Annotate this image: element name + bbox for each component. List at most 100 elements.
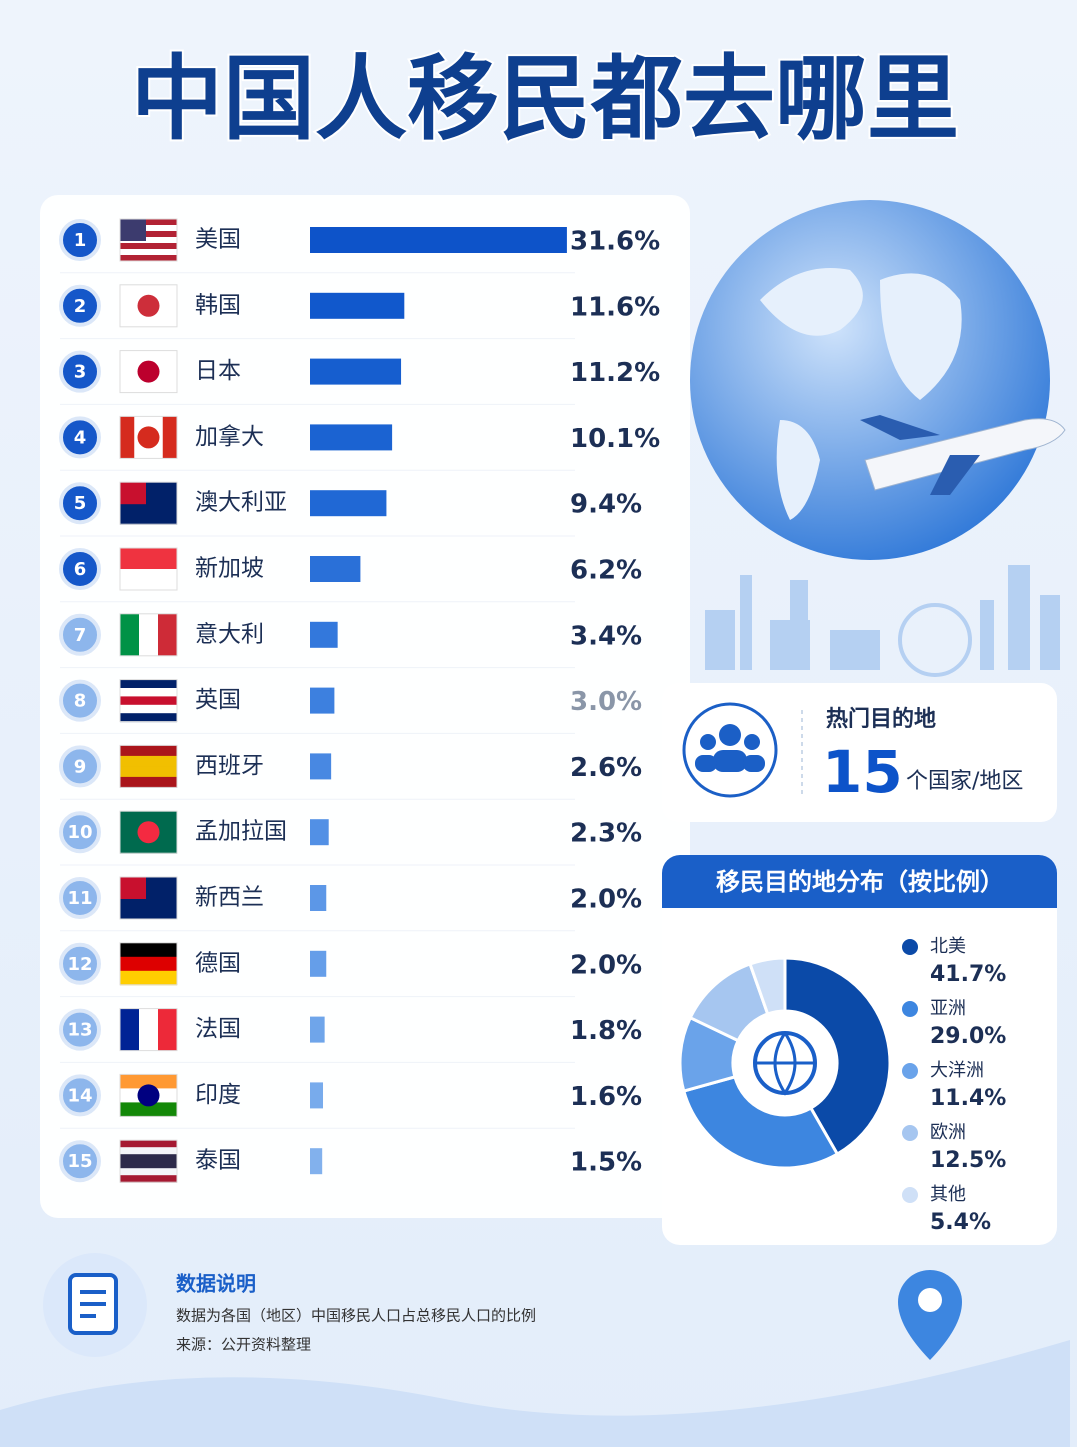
rank-number: 4	[74, 427, 87, 448]
bar	[310, 1016, 325, 1043]
flag-border	[119, 744, 178, 788]
flag-stripe	[120, 613, 140, 656]
legend-value: 29.0%	[930, 1024, 1006, 1049]
legend-dot	[902, 1063, 918, 1079]
flag-stripe	[120, 569, 177, 591]
rank-number: 2	[74, 296, 87, 317]
flag-canton	[120, 482, 146, 505]
flag	[119, 415, 178, 459]
flag-border	[119, 1073, 178, 1117]
hot-label: 热门目的地	[826, 706, 936, 732]
flag-border	[119, 350, 178, 394]
country-name: 德国	[195, 950, 241, 976]
rank-number: 8	[74, 691, 87, 712]
rank-number: 13	[67, 1020, 92, 1041]
flag-stripe	[120, 1161, 177, 1169]
flag-stripe	[120, 1175, 177, 1183]
bar	[310, 424, 393, 451]
country-name: 法国	[195, 1016, 241, 1042]
value-label: 2.3%	[570, 819, 642, 849]
donut-header	[662, 855, 1057, 908]
bar	[310, 292, 405, 319]
flag-stripe	[139, 613, 159, 656]
legend-name: 欧洲	[930, 1122, 966, 1143]
rank-number: 10	[67, 822, 92, 843]
value-label: 1.6%	[570, 1082, 642, 1112]
rank-badge	[59, 679, 101, 722]
bar	[310, 227, 567, 253]
pin-hole	[918, 1288, 942, 1312]
notes-icon-lines	[80, 1290, 106, 1318]
flag-emblem	[137, 294, 160, 317]
rank-badge	[59, 1008, 101, 1051]
legend-dot	[902, 939, 918, 955]
flag-stripe	[120, 249, 177, 256]
flag-stripe	[139, 1008, 159, 1051]
rank-number: 14	[67, 1085, 92, 1106]
flag-border	[119, 1008, 178, 1052]
flag-stripe	[120, 755, 177, 767]
hot-count: 15	[822, 738, 903, 806]
flag-border	[119, 218, 178, 262]
flag-stripe	[120, 416, 135, 459]
country-name: 新西兰	[195, 885, 264, 911]
rank-number: 1	[74, 230, 87, 251]
flag-stripe	[120, 766, 177, 778]
rank-badge	[59, 745, 101, 788]
value-label: 2.0%	[570, 885, 642, 915]
rank-number: 3	[74, 362, 87, 383]
flag-stripe	[120, 713, 177, 723]
legend-value: 12.5%	[930, 1148, 1006, 1173]
legend-dot	[902, 1001, 918, 1017]
value-label: 2.6%	[570, 753, 642, 783]
country-name: 韩国	[195, 292, 241, 318]
flag-stripe	[120, 1008, 140, 1051]
rank-badge	[59, 548, 101, 590]
flag-stripe	[158, 1008, 178, 1051]
flag-stripe	[120, 704, 177, 714]
flag-border	[119, 613, 178, 657]
rank-number: 11	[67, 888, 92, 909]
flag-canton	[120, 219, 146, 241]
notes-title: 数据说明	[176, 1272, 256, 1296]
country-name: 英国	[195, 687, 241, 713]
flag	[119, 679, 178, 723]
country-name: 印度	[195, 1082, 241, 1108]
legend-value: 5.4%	[930, 1210, 991, 1235]
rank-badge	[59, 482, 101, 525]
flag	[119, 218, 178, 262]
rank-badge	[59, 284, 101, 327]
flag-border	[119, 284, 178, 328]
country-name: 西班牙	[195, 753, 264, 779]
flag-stripe	[120, 243, 177, 250]
flag-border	[119, 876, 178, 920]
bar	[310, 950, 327, 977]
rank-badge	[59, 1074, 101, 1117]
value-label: 11.6%	[570, 292, 660, 322]
flag-stripe	[120, 745, 177, 757]
flag-stripe	[158, 613, 178, 656]
rank-badge	[59, 416, 101, 459]
flag	[119, 350, 178, 394]
rank-badge	[59, 350, 101, 393]
flag-border	[119, 810, 178, 854]
flag	[119, 1073, 178, 1117]
flag-stripe	[120, 956, 177, 972]
flag-stripe	[120, 696, 177, 706]
flag	[119, 1139, 178, 1183]
flag-emblem	[137, 360, 160, 383]
value-label: 1.5%	[570, 1148, 642, 1178]
legend-dot	[902, 1125, 918, 1141]
flag-border	[119, 547, 178, 591]
rank-number: 12	[67, 954, 92, 975]
bar	[310, 621, 338, 648]
bar	[310, 358, 402, 385]
rank-badge	[59, 877, 101, 919]
value-label: 11.2%	[570, 358, 660, 388]
value-label: 2.0%	[570, 950, 642, 980]
legend-value: 41.7%	[930, 962, 1006, 987]
flag	[119, 810, 178, 854]
flag	[119, 942, 178, 986]
flag-border	[119, 415, 178, 459]
flag-stripe	[120, 548, 177, 570]
